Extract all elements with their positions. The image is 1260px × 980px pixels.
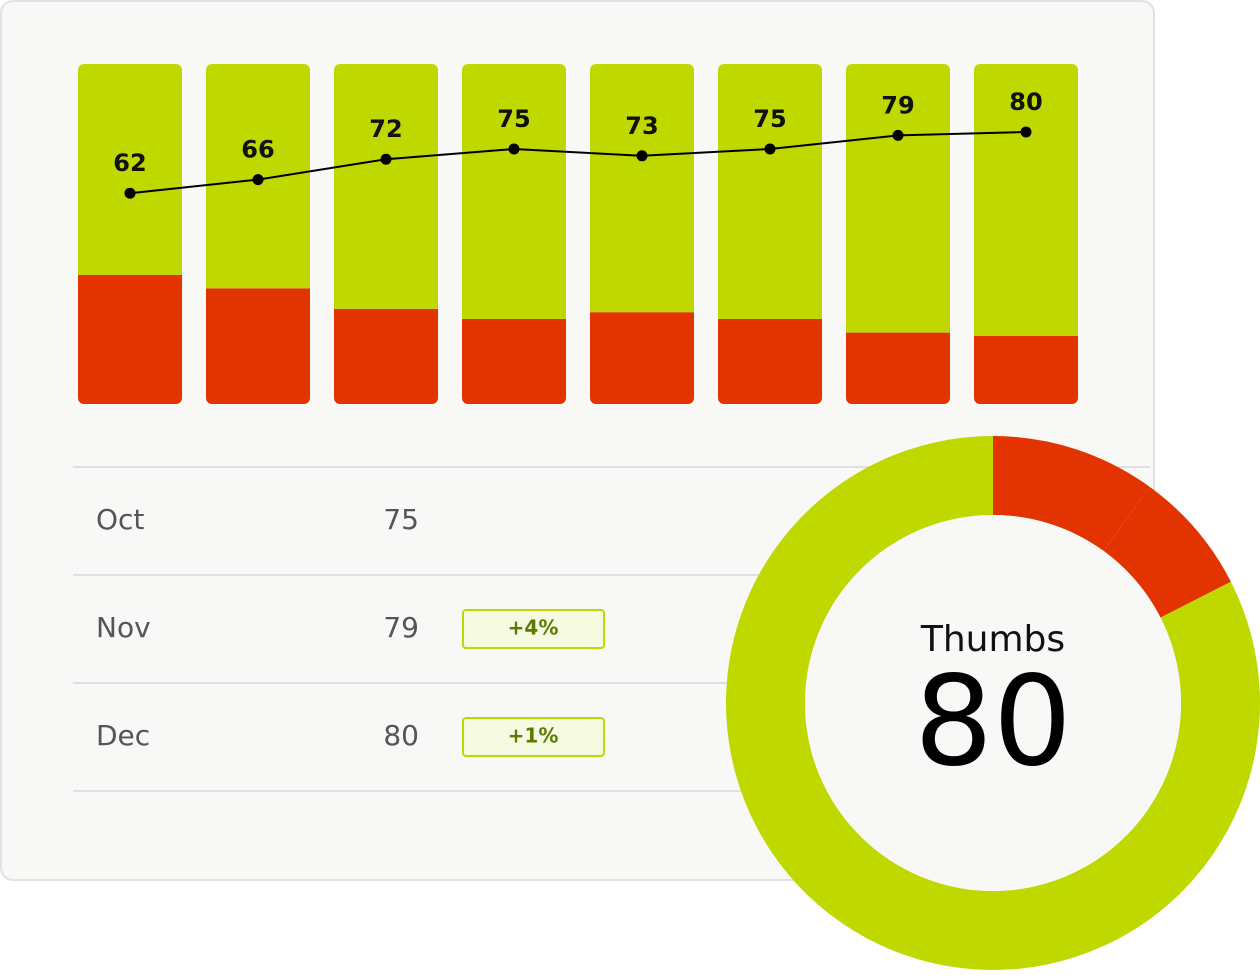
donut-title: Thumbs [920,619,1065,660]
score-point [892,129,904,141]
bar-segment [334,308,438,404]
score-label: 79 [881,91,914,119]
score-point [380,153,392,165]
bar-segment [206,288,310,404]
score-point [124,187,136,199]
bar-segment [334,64,438,309]
score-point [636,150,648,162]
donut-hole [805,515,1181,891]
month: Nov [96,611,151,644]
bar-segment [78,274,182,404]
score: 80 [383,719,419,752]
bar-segment [462,64,566,319]
donut-segment [725,436,1260,970]
score-label: 73 [625,112,658,140]
score-label: 66 [241,136,274,164]
score-point [508,143,520,155]
bar-segment [718,64,822,319]
score-label: 80 [1009,88,1042,116]
bar-segment [846,332,950,404]
change-badge [462,609,605,649]
bar-segment [718,319,822,404]
bar-segment [974,64,1078,336]
donut-segment [1103,486,1231,618]
bar-segment [78,64,182,275]
bar-segment [590,312,694,404]
score-point [764,143,776,155]
month: Oct [96,503,144,536]
score-label: 75 [753,105,786,133]
score-label: 62 [113,149,146,177]
bar-segment [846,64,950,333]
score: 75 [383,503,419,536]
donut-segment [993,436,1150,551]
score-label: 72 [369,115,402,143]
bar-segment [590,64,694,313]
month: Dec [96,719,150,752]
change-badge [462,717,605,757]
score-point [252,174,264,186]
change-label: +4% [508,616,559,640]
donut-value: 80 [914,650,1072,794]
score-point [1020,126,1032,138]
score-line [129,131,1027,195]
change-label: +1% [508,724,559,748]
score-label: 75 [497,105,530,133]
bar-segment [974,336,1078,404]
bar-segment [462,319,566,404]
score: 79 [383,611,419,644]
